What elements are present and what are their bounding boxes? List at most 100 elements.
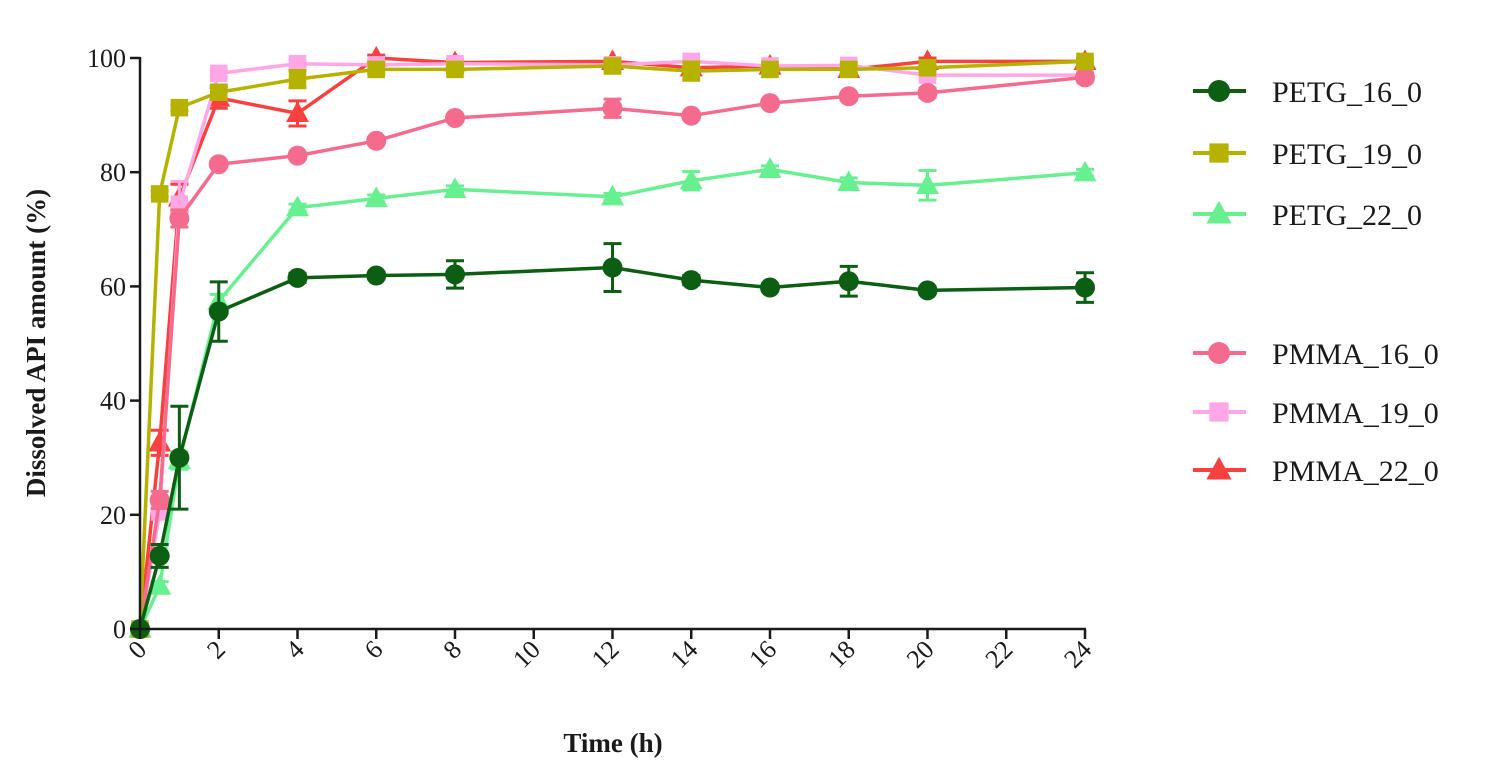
- data-point: [169, 447, 190, 468]
- data-point: [364, 186, 388, 208]
- series-group: [128, 45, 1097, 639]
- series-line: [138, 56, 1085, 630]
- data-point: [602, 98, 623, 119]
- y-tick-label: 80: [100, 158, 126, 187]
- legend-marker: [1208, 342, 1230, 364]
- data-point: [602, 257, 623, 278]
- x-tick-label: 20: [901, 635, 940, 674]
- series-line: [138, 75, 1086, 630]
- series-petg-16-0: [130, 242, 1095, 639]
- legend-item-petg-22-0: PETG_22_0: [1193, 199, 1422, 232]
- data-point: [149, 545, 170, 566]
- data-point: [367, 60, 385, 79]
- legend-item-petg-16-0: PETG_16_0: [1193, 76, 1422, 109]
- data-point: [918, 58, 937, 77]
- x-tick-label: 2: [201, 635, 231, 665]
- data-point: [286, 101, 309, 123]
- y-tick-label: 40: [100, 387, 126, 416]
- data-point: [916, 173, 939, 194]
- x-tick-label: 14: [665, 635, 704, 674]
- data-point: [446, 60, 464, 79]
- data-point: [761, 60, 779, 79]
- data-point: [210, 83, 228, 102]
- data-point: [150, 185, 169, 203]
- series-petg-22-0: [128, 157, 1097, 638]
- data-point: [840, 60, 858, 79]
- legend-item-pmma-19-0: PMMA_19_0: [1193, 397, 1439, 430]
- data-point: [917, 82, 938, 103]
- data-point: [208, 301, 229, 322]
- legend-item-pmma-16-0: PMMA_16_0: [1193, 338, 1439, 371]
- series-pmma-22-0: [128, 45, 1097, 638]
- x-tick-label: 6: [359, 635, 389, 665]
- legend-item-petg-19-0: PETG_19_0: [1193, 138, 1422, 171]
- data-point: [366, 265, 387, 286]
- series-pmma-19-0: [131, 52, 1094, 638]
- x-tick-label: 12: [586, 635, 625, 674]
- data-point: [1073, 160, 1097, 182]
- legend-marker: [1206, 200, 1232, 224]
- x-tick-label: 16: [743, 635, 782, 674]
- data-point: [286, 195, 309, 217]
- y-axis-title: Dissolved API amount (%): [21, 189, 51, 497]
- data-point: [288, 54, 307, 73]
- series-line: [138, 167, 1086, 630]
- data-point: [681, 270, 702, 291]
- legend-marker: [1209, 402, 1229, 422]
- data-point: [917, 280, 938, 301]
- data-point: [445, 264, 465, 285]
- data-point: [679, 168, 703, 190]
- x-axis-title: Time (h): [563, 728, 662, 758]
- data-point: [288, 70, 307, 88]
- data-point: [603, 57, 622, 75]
- x-tick-label: 24: [1058, 635, 1097, 674]
- legend-label: PMMA_22_0: [1272, 455, 1439, 488]
- series-line: [138, 265, 1086, 630]
- data-point: [148, 574, 172, 595]
- data-point: [838, 86, 859, 107]
- legend-label: PMMA_16_0: [1272, 338, 1439, 371]
- data-point: [682, 62, 700, 80]
- x-tick-label: 4: [280, 635, 310, 665]
- data-point: [445, 107, 465, 128]
- legend-label: PETG_22_0: [1272, 199, 1422, 232]
- data-point: [1075, 277, 1095, 298]
- axes: [138, 57, 1086, 631]
- y-tick-label: 0: [113, 615, 126, 644]
- data-point: [287, 267, 308, 288]
- series-pmma-16-0: [130, 67, 1095, 639]
- x-tick-label: 0: [123, 635, 153, 665]
- data-point: [1076, 52, 1094, 71]
- y-tick-label: 100: [87, 44, 126, 73]
- data-point: [443, 177, 467, 198]
- x-tick-label: 10: [507, 635, 546, 674]
- legend-label: PETG_19_0: [1272, 138, 1422, 171]
- legend-marker: [1209, 143, 1229, 163]
- data-point: [287, 145, 308, 166]
- x-tick-label: 8: [438, 635, 468, 665]
- legend-marker: [1208, 80, 1230, 102]
- series-petg-19-0: [131, 52, 1094, 638]
- y-tick-label: 60: [100, 272, 126, 301]
- legend-label: PETG_16_0: [1272, 76, 1422, 109]
- x-tick-label: 18: [822, 635, 861, 674]
- data-point: [837, 170, 861, 192]
- legend-label: PMMA_19_0: [1272, 397, 1439, 430]
- data-point: [681, 105, 702, 126]
- data-point: [760, 277, 780, 298]
- data-point: [149, 489, 170, 510]
- legend-item-pmma-22-0: PMMA_22_0: [1193, 455, 1439, 488]
- x-tick-label: 22: [980, 635, 1019, 674]
- data-point: [169, 208, 190, 229]
- data-point: [148, 430, 172, 452]
- data-point: [1075, 67, 1095, 88]
- legend: PETG_16_0 PETG_19_0 PETG_22_0 PMMA_16_0 PMMA…: [1193, 76, 1439, 488]
- data-point: [760, 93, 780, 114]
- data-point: [758, 157, 782, 178]
- legend-marker: [1206, 456, 1232, 480]
- series-line: [138, 59, 1085, 630]
- y-tick-label: 20: [100, 501, 126, 530]
- data-point: [366, 130, 387, 151]
